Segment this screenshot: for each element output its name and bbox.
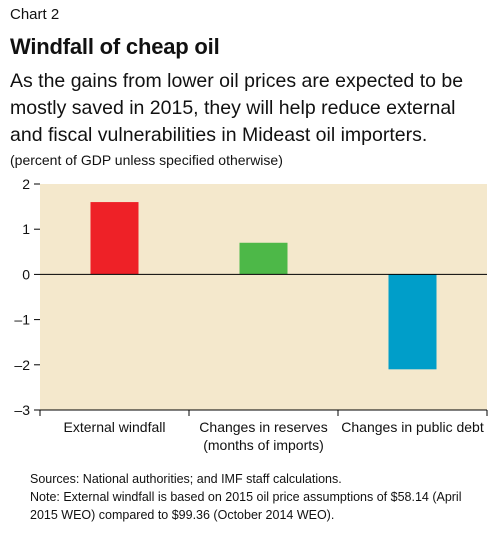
bar <box>90 202 139 275</box>
footnotes: Sources: National authorities; and IMF s… <box>10 470 490 524</box>
bar <box>388 274 437 370</box>
y-tick-label: 2 <box>22 176 30 192</box>
y-tick-label: 0 <box>22 266 30 282</box>
x-category-label: Changes in public debt <box>341 419 484 435</box>
note-text: Note: External windfall is based on 2015… <box>30 490 462 522</box>
chart-label: Chart 2 <box>10 6 60 23</box>
sources-note: Sources: National authorities; and IMF s… <box>30 472 342 486</box>
y-tick-label: –2 <box>14 357 30 373</box>
x-category-label: Changes in reserves (months of imports) <box>199 419 327 453</box>
x-category-label: External windfall <box>64 419 166 435</box>
y-tick-label: 1 <box>22 221 30 237</box>
chart-title: Windfall of cheap oil <box>10 34 220 59</box>
y-tick-label: –3 <box>14 402 30 418</box>
y-tick-label: –1 <box>14 312 30 328</box>
units-note: (percent of GDP unless specified otherwi… <box>10 152 283 168</box>
chart-subtitle: As the gains from lower oil prices are e… <box>10 70 464 146</box>
bar <box>239 242 288 275</box>
